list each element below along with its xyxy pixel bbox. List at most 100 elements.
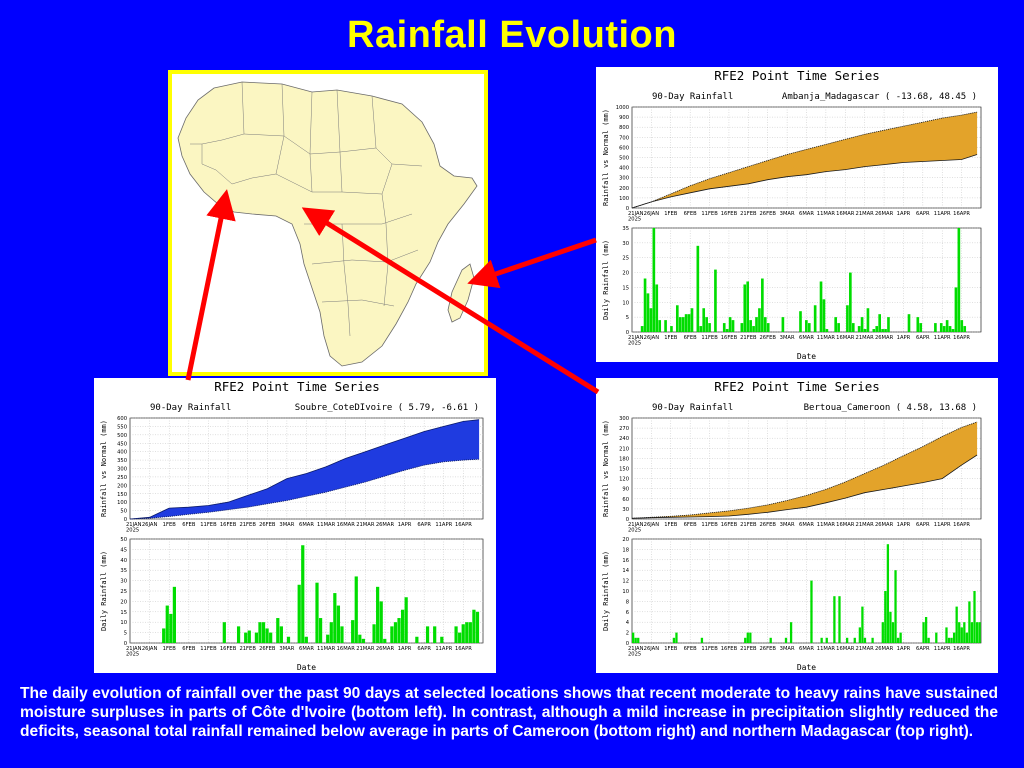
daily-rainfall-bar	[878, 314, 881, 332]
daily-rainfall-bar	[866, 308, 870, 332]
cumulative-y-tick-label: 500	[117, 433, 127, 439]
x-tick-line: 3MAR	[780, 211, 795, 217]
daily-x-tick-label: 16FEB	[220, 646, 237, 652]
x-tick-line: 3MAR	[780, 522, 795, 528]
daily-rainfall-bar	[907, 314, 911, 332]
daily-rainfall-bar	[258, 622, 262, 643]
daily-x-tick-label: 11FEB	[200, 646, 217, 652]
daily-rainfall-bar	[684, 314, 688, 332]
daily-rainfall-bar	[743, 284, 747, 332]
daily-rainfall-bar	[889, 611, 892, 643]
cumulative-x-tick-label: 21FEB	[239, 522, 256, 528]
cumulative-y-tick-label: 600	[117, 416, 127, 422]
x-tick-line: 6FEB	[182, 522, 196, 528]
daily-rainfall-bar	[172, 586, 176, 643]
x-tick-line: 21JAN	[126, 522, 142, 528]
daily-x-tick-label: 11APR	[934, 646, 951, 652]
cumulative-x-tick-label: 11MAR	[817, 522, 836, 528]
x-tick-line: 26JAN	[644, 335, 660, 341]
x-tick-line: 16FEB	[721, 522, 738, 528]
series-line-observed	[631, 154, 978, 209]
daily-rainfall-bar	[640, 326, 644, 332]
daily-x-tick-label: 6MAR	[299, 646, 314, 652]
daily-rainfall-bar	[861, 606, 864, 643]
daily-rainfall-bar	[942, 326, 946, 332]
daily-y-axis-label: Daily Rainfall (mm)	[100, 551, 108, 631]
x-tick-line: 6APR	[417, 646, 431, 652]
africa-map	[168, 70, 488, 376]
daily-rainfall-bar	[655, 284, 659, 332]
cumulative-y-axis-label: Rainfall vs Normal (mm)	[100, 420, 108, 517]
x-tick-line: 1FEB	[664, 335, 678, 341]
x-tick-line: 6APR	[916, 335, 930, 341]
daily-rainfall-bar	[807, 323, 811, 332]
cumulative-y-tick-label: 700	[619, 135, 629, 141]
x-tick-line: 16APR	[455, 522, 472, 528]
chart-title: RFE2 Point Time Series	[714, 68, 880, 83]
cumulative-x-tick-label: 1APR	[897, 211, 911, 217]
cumulative-y-tick-label: 400	[117, 450, 127, 456]
x-tick-line: 21MAR	[356, 646, 375, 652]
daily-x-tick-label: 1FEB	[664, 335, 678, 341]
daily-rainfall-bar	[789, 622, 793, 643]
x-tick-line: 11MAR	[817, 522, 836, 528]
daily-rainfall-bar	[886, 544, 890, 643]
daily-x-tick-label: 21MAR	[856, 646, 875, 652]
daily-rainfall-bar	[755, 317, 758, 332]
x-tick-line: 2025	[126, 528, 139, 534]
cumulative-x-tick-label: 16APR	[953, 522, 970, 528]
daily-x-tick-label: 16APR	[455, 646, 472, 652]
cumulative-x-tick-label: 26FEB	[760, 522, 777, 528]
cumulative-y-tick-label: 0	[626, 517, 629, 523]
cumulative-x-tick-label: 21MAR	[856, 211, 875, 217]
daily-rainfall-bar	[970, 622, 974, 643]
daily-rainfall-bar	[700, 637, 704, 643]
daily-rainfall-bar	[646, 293, 650, 332]
daily-y-tick-label: 30	[120, 579, 127, 585]
daily-rainfall-bar	[696, 245, 700, 332]
cumulative-y-tick-label: 800	[619, 125, 629, 131]
x-tick-line: 6MAR	[799, 335, 814, 341]
daily-rainfall-bar	[851, 323, 855, 332]
daily-rainfall-bar	[465, 622, 469, 643]
daily-rainfall-bar	[236, 626, 241, 643]
series-line-normal	[631, 421, 978, 519]
x-tick-line: 21JAN	[628, 335, 644, 341]
cumulative-x-tick-label: 21JAN 2025	[126, 522, 142, 534]
cumulative-y-tick-label: 400	[619, 166, 629, 172]
x-tick-line: 26JAN	[644, 646, 660, 652]
daily-rainfall-bar	[675, 632, 678, 643]
daily-rainfall-bar	[963, 622, 966, 643]
daily-rainfall-bar	[169, 613, 173, 643]
x-tick-line: 3MAR	[780, 646, 795, 652]
daily-rainfall-bar	[924, 617, 928, 643]
daily-x-tick-label: 6APR	[916, 646, 930, 652]
x-tick-line: 6FEB	[684, 522, 698, 528]
daily-rainfall-bar	[247, 630, 251, 643]
daily-x-tick-label: 6MAR	[799, 335, 814, 341]
daily-x-tick-label: 6FEB	[684, 335, 698, 341]
daily-x-tick-label: 21JAN 2025	[126, 646, 142, 658]
daily-rainfall-bar	[458, 632, 462, 643]
daily-rainfall-bar	[838, 596, 841, 643]
cumulative-y-tick-label: 250	[117, 475, 127, 481]
daily-rainfall-bar	[681, 317, 685, 332]
daily-rainfall-bar	[376, 586, 380, 643]
x-tick-line: 26JAN	[644, 211, 660, 217]
cumulative-x-tick-label: 11APR	[934, 522, 951, 528]
daily-y-tick-label: 30	[622, 241, 629, 247]
x-tick-line: 11MAR	[817, 335, 836, 341]
daily-rainfall-bar	[354, 576, 358, 643]
daily-rainfall-bar	[957, 228, 961, 332]
cumulative-y-tick-label: 300	[619, 416, 629, 422]
daily-rainfall-bar	[740, 323, 744, 332]
cumulative-x-tick-label: 26FEB	[760, 211, 777, 217]
cumulative-x-tick-label: 6APR	[916, 211, 930, 217]
cumulative-y-tick-label: 0	[626, 206, 629, 212]
daily-rainfall-bar	[947, 637, 951, 643]
cumulative-plot: 0 50 100 150 200 250 300 350 400 450 500 550 600 Rain…	[100, 416, 484, 534]
cumulative-y-tick-label: 900	[619, 115, 629, 121]
daily-rainfall-bar	[329, 622, 333, 643]
x-tick-line: 1APR	[398, 646, 412, 652]
daily-x-tick-label: 21FEB	[740, 335, 757, 341]
